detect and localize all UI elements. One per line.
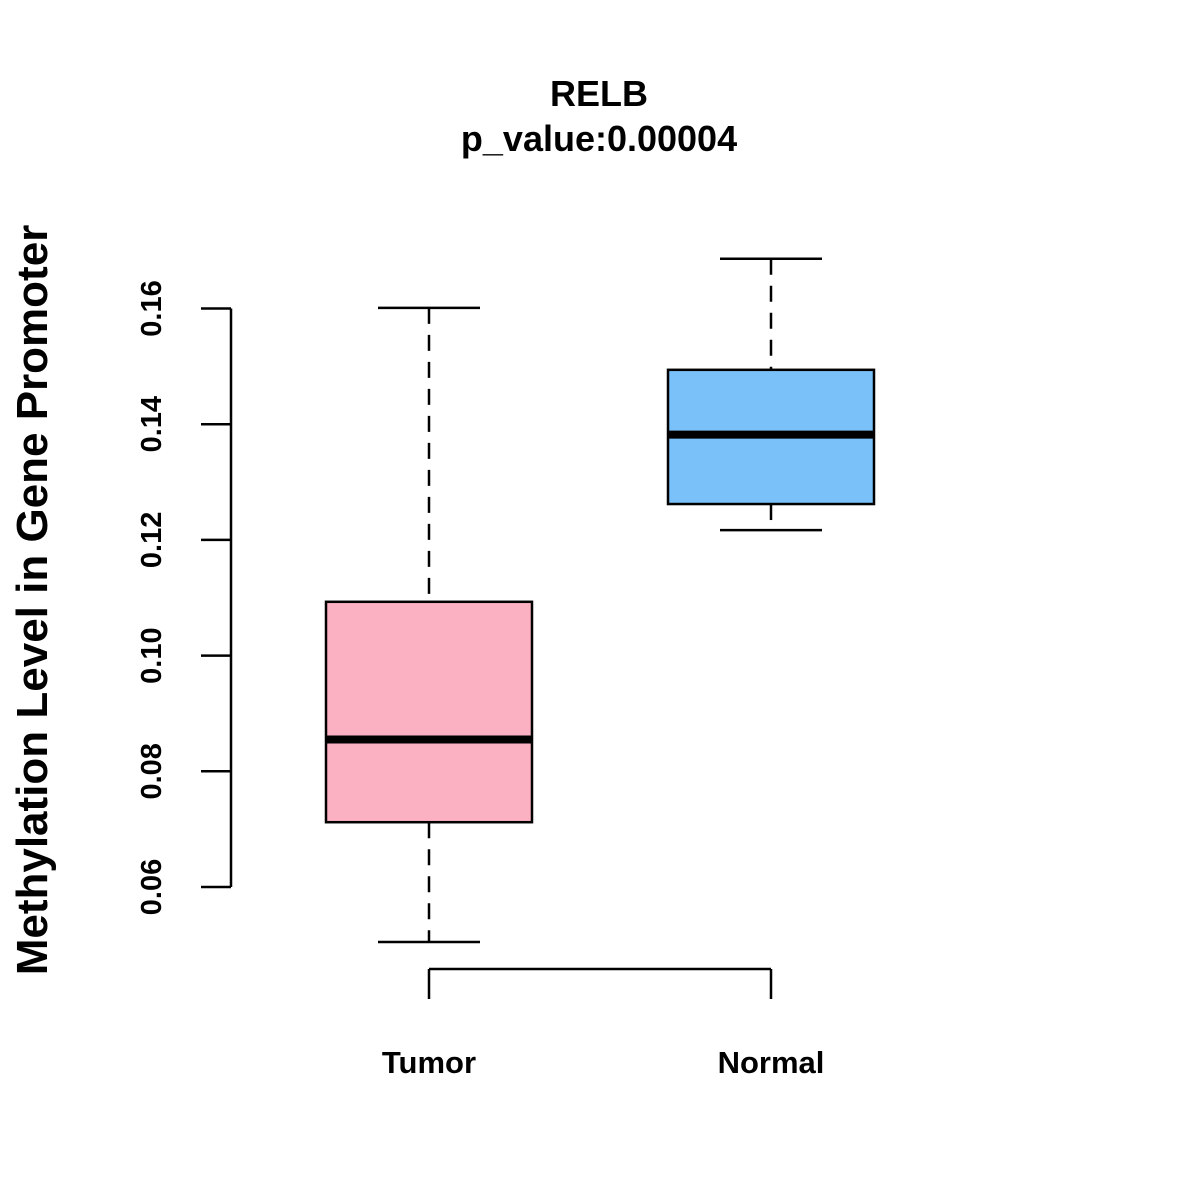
y-tick-label: 0.12 <box>136 512 168 568</box>
x-tick-label: Normal <box>718 1045 825 1080</box>
y-tick-label: 0.14 <box>136 396 168 452</box>
y-axis: 0.06 0.08 0.10 0.12 0.14 0.16 <box>136 280 233 915</box>
y-tick-label: 0.08 <box>136 743 168 799</box>
y-tick-label: 0.10 <box>136 627 168 683</box>
chart-title: RELB <box>550 73 648 114</box>
x-tick-label: Tumor <box>382 1045 476 1080</box>
iqr-box <box>324 600 534 824</box>
y-tick-label: 0.06 <box>136 859 168 915</box>
box-tumor <box>324 306 534 944</box>
y-axis-label: Methylation Level in Gene Promoter <box>8 225 57 976</box>
y-tick-label: 0.16 <box>136 280 168 336</box>
box-normal <box>666 257 876 532</box>
chart-subtitle: p_value:0.00004 <box>461 118 737 159</box>
x-axis: Tumor Normal <box>382 967 825 1080</box>
boxes <box>324 257 876 944</box>
